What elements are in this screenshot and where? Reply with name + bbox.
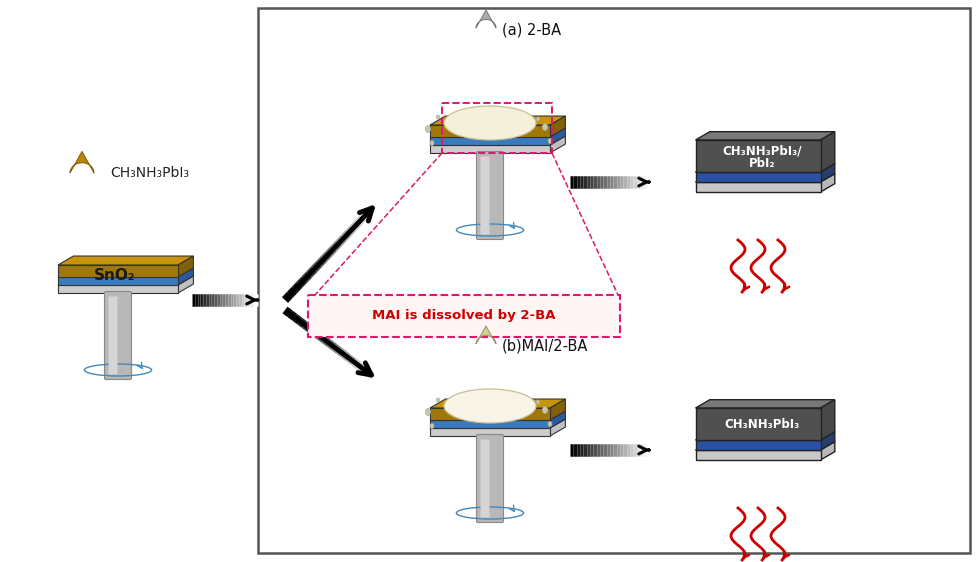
Text: MAI is dissolved by 2-BA: MAI is dissolved by 2-BA bbox=[372, 310, 556, 323]
FancyBboxPatch shape bbox=[480, 439, 489, 518]
Polygon shape bbox=[550, 116, 565, 137]
Ellipse shape bbox=[430, 424, 434, 428]
Polygon shape bbox=[430, 428, 550, 436]
Polygon shape bbox=[476, 10, 496, 28]
Polygon shape bbox=[58, 276, 193, 285]
Polygon shape bbox=[430, 125, 550, 137]
FancyBboxPatch shape bbox=[105, 292, 131, 379]
Polygon shape bbox=[696, 432, 835, 440]
FancyBboxPatch shape bbox=[476, 434, 504, 523]
Text: SnO₂: SnO₂ bbox=[94, 269, 136, 283]
Polygon shape bbox=[58, 285, 178, 293]
Polygon shape bbox=[696, 450, 820, 460]
Ellipse shape bbox=[425, 125, 430, 133]
Ellipse shape bbox=[548, 422, 552, 427]
Polygon shape bbox=[820, 400, 835, 440]
Polygon shape bbox=[550, 128, 565, 145]
Polygon shape bbox=[550, 399, 565, 420]
FancyBboxPatch shape bbox=[109, 297, 118, 374]
Polygon shape bbox=[430, 137, 550, 145]
Polygon shape bbox=[430, 420, 550, 428]
Ellipse shape bbox=[536, 117, 540, 121]
Text: CH₃NH₃PbI₃/: CH₃NH₃PbI₃/ bbox=[722, 145, 802, 158]
Text: (b)MAI/2-BA: (b)MAI/2-BA bbox=[502, 338, 588, 353]
Polygon shape bbox=[430, 408, 550, 420]
Polygon shape bbox=[696, 140, 820, 172]
Ellipse shape bbox=[542, 124, 548, 130]
Polygon shape bbox=[696, 400, 835, 408]
Polygon shape bbox=[696, 408, 820, 440]
Polygon shape bbox=[58, 265, 178, 277]
Text: CH₃NH₃PbI₃: CH₃NH₃PbI₃ bbox=[724, 418, 800, 431]
Polygon shape bbox=[696, 440, 820, 450]
Polygon shape bbox=[430, 128, 565, 137]
FancyBboxPatch shape bbox=[258, 8, 970, 553]
Ellipse shape bbox=[542, 406, 548, 414]
Ellipse shape bbox=[436, 398, 440, 402]
Polygon shape bbox=[430, 116, 565, 125]
Text: (a) 2-BA: (a) 2-BA bbox=[502, 22, 562, 38]
Ellipse shape bbox=[444, 389, 536, 423]
Polygon shape bbox=[178, 256, 193, 277]
Polygon shape bbox=[430, 136, 565, 145]
Polygon shape bbox=[550, 136, 565, 153]
Polygon shape bbox=[430, 419, 565, 428]
Polygon shape bbox=[476, 326, 496, 344]
Polygon shape bbox=[820, 132, 835, 172]
FancyBboxPatch shape bbox=[476, 152, 504, 239]
Polygon shape bbox=[820, 174, 835, 192]
Ellipse shape bbox=[548, 138, 552, 143]
Polygon shape bbox=[696, 172, 820, 182]
Polygon shape bbox=[820, 442, 835, 460]
Ellipse shape bbox=[444, 106, 536, 140]
Polygon shape bbox=[820, 164, 835, 182]
Polygon shape bbox=[550, 419, 565, 436]
Polygon shape bbox=[696, 442, 835, 450]
FancyBboxPatch shape bbox=[480, 156, 489, 234]
Polygon shape bbox=[70, 151, 94, 173]
Polygon shape bbox=[696, 164, 835, 172]
Ellipse shape bbox=[536, 400, 540, 404]
FancyBboxPatch shape bbox=[308, 295, 620, 337]
Polygon shape bbox=[550, 411, 565, 428]
Text: PbI₂: PbI₂ bbox=[749, 157, 775, 170]
Polygon shape bbox=[696, 174, 835, 182]
Text: CH₃NH₃PbI₃: CH₃NH₃PbI₃ bbox=[110, 166, 189, 180]
Polygon shape bbox=[696, 182, 820, 192]
Polygon shape bbox=[430, 399, 565, 408]
Polygon shape bbox=[820, 432, 835, 450]
Ellipse shape bbox=[425, 409, 430, 415]
Polygon shape bbox=[178, 268, 193, 285]
Polygon shape bbox=[58, 268, 193, 277]
Polygon shape bbox=[430, 145, 550, 153]
Ellipse shape bbox=[436, 115, 440, 119]
Polygon shape bbox=[178, 276, 193, 293]
Polygon shape bbox=[58, 256, 193, 265]
Polygon shape bbox=[696, 132, 835, 140]
Polygon shape bbox=[58, 277, 178, 285]
Ellipse shape bbox=[430, 140, 434, 146]
Polygon shape bbox=[430, 411, 565, 420]
